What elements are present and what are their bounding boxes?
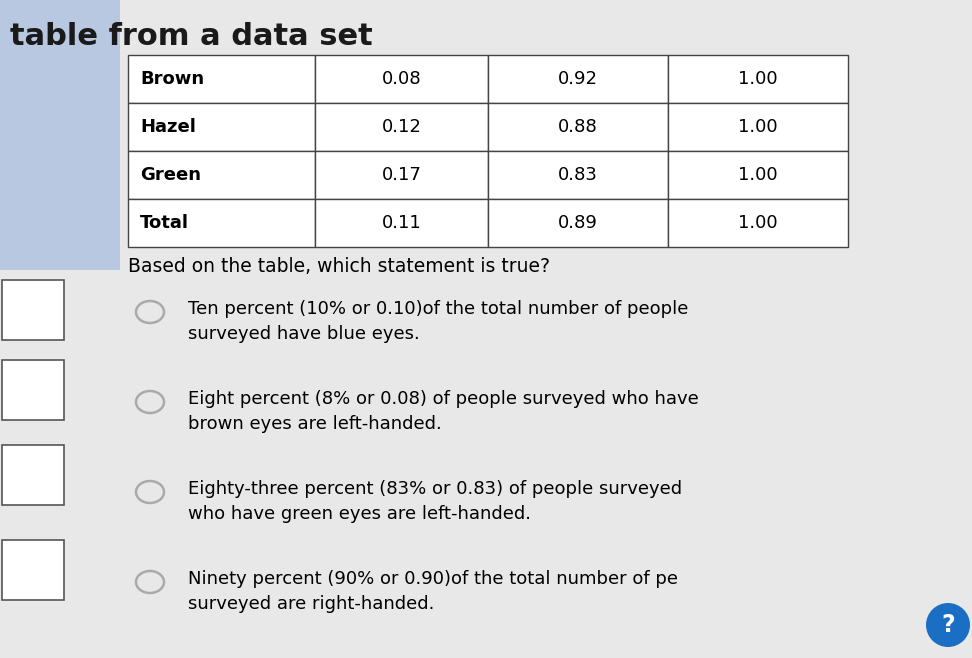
Text: Eight percent (8% or 0.08) of people surveyed who have
brown eyes are left-hande: Eight percent (8% or 0.08) of people sur… bbox=[188, 390, 699, 433]
Bar bbox=[488, 103, 668, 151]
Bar bbox=[315, 199, 488, 247]
Text: Green: Green bbox=[140, 166, 201, 184]
Text: 0.83: 0.83 bbox=[558, 166, 598, 184]
Bar bbox=[128, 151, 315, 199]
Text: Ten percent (10% or 0.10)of the total number of people
surveyed have blue eyes.: Ten percent (10% or 0.10)of the total nu… bbox=[188, 300, 688, 343]
Text: 0.08: 0.08 bbox=[382, 70, 422, 88]
Bar bbox=[668, 199, 848, 247]
Bar bbox=[488, 199, 668, 247]
Text: 1.00: 1.00 bbox=[738, 166, 778, 184]
Text: Based on the table, which statement is true?: Based on the table, which statement is t… bbox=[128, 257, 550, 276]
Text: 0.11: 0.11 bbox=[382, 214, 422, 232]
Bar bbox=[315, 151, 488, 199]
Bar bbox=[128, 103, 315, 151]
Bar bbox=[2, 280, 64, 340]
Text: 0.12: 0.12 bbox=[382, 118, 422, 136]
Bar bbox=[668, 151, 848, 199]
Text: 0.89: 0.89 bbox=[558, 214, 598, 232]
Text: Eighty-three percent (83% or 0.83) of people surveyed
who have green eyes are le: Eighty-three percent (83% or 0.83) of pe… bbox=[188, 480, 682, 523]
Bar bbox=[0, 0, 120, 270]
Text: 0.88: 0.88 bbox=[558, 118, 598, 136]
Text: 1.00: 1.00 bbox=[738, 70, 778, 88]
Circle shape bbox=[926, 603, 970, 647]
Text: ?: ? bbox=[941, 613, 955, 637]
Bar bbox=[488, 151, 668, 199]
Bar bbox=[2, 445, 64, 505]
Text: 0.17: 0.17 bbox=[382, 166, 422, 184]
Bar bbox=[128, 55, 315, 103]
Bar bbox=[668, 103, 848, 151]
Text: table from a data set: table from a data set bbox=[10, 22, 372, 51]
Bar bbox=[315, 55, 488, 103]
Text: 1.00: 1.00 bbox=[738, 118, 778, 136]
Bar bbox=[668, 55, 848, 103]
Text: Brown: Brown bbox=[140, 70, 204, 88]
Bar bbox=[315, 103, 488, 151]
Bar bbox=[2, 360, 64, 420]
Text: Hazel: Hazel bbox=[140, 118, 196, 136]
Text: 1.00: 1.00 bbox=[738, 214, 778, 232]
Bar bbox=[2, 540, 64, 600]
Text: Total: Total bbox=[140, 214, 189, 232]
Text: 0.92: 0.92 bbox=[558, 70, 598, 88]
Bar bbox=[128, 199, 315, 247]
Text: Ninety percent (90% or 0.90)of the total number of pe
surveyed are right-handed.: Ninety percent (90% or 0.90)of the total… bbox=[188, 570, 678, 613]
Bar bbox=[488, 55, 668, 103]
